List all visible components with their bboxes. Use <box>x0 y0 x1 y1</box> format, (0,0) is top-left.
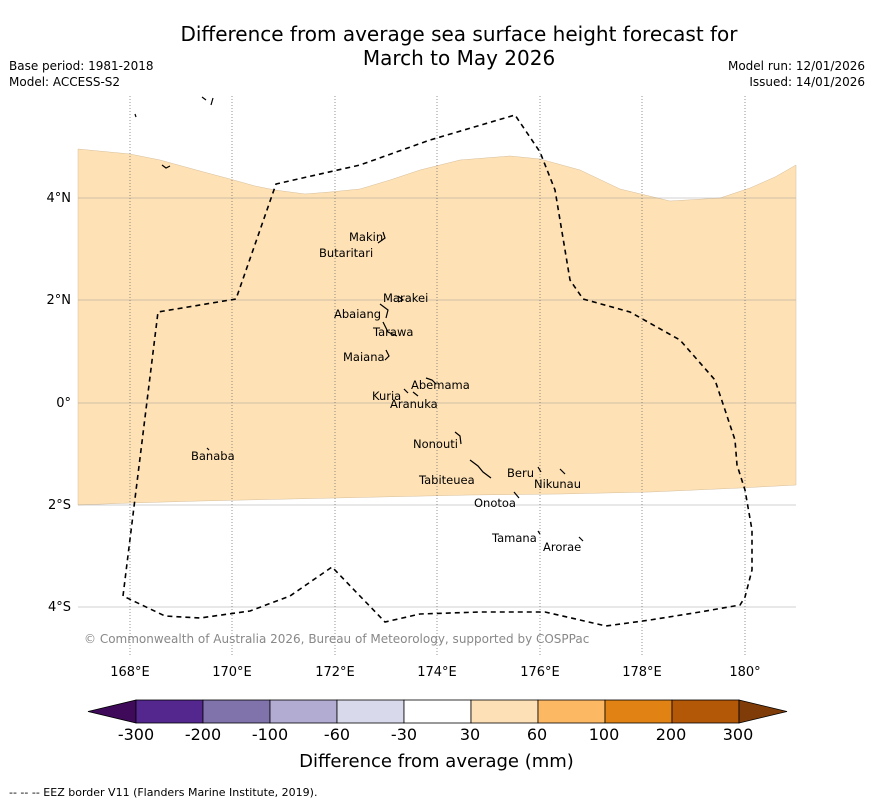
base-period: Base period: 1981-2018 <box>9 59 154 73</box>
island-label-tarawa: Tarawa <box>373 325 414 339</box>
lon-label-176e: 176°E <box>520 665 560 680</box>
lat-label-4s: 4°S <box>47 600 71 615</box>
island-makin-outline <box>377 231 386 244</box>
colorbar-arrow-low <box>87 699 137 724</box>
metadata-left: Base period: 1981-2018 Model: ACCESS-S2 <box>9 58 154 90</box>
island-label-tabiteuea: Tabiteuea <box>419 473 475 487</box>
colorbar-segment <box>537 699 606 724</box>
colorbar-tick-label: -60 <box>323 725 351 744</box>
island-label-marakei: Marakei <box>383 291 429 305</box>
model-run: Model run: 12/01/2026 <box>727 59 865 73</box>
island-label-nonouti: Nonouti <box>413 437 458 451</box>
metadata-right: Model run: 12/01/2026 Issued: 14/01/2026 <box>728 58 865 90</box>
colorbar-title: Difference from average (mm) <box>299 751 574 772</box>
island-label-butaritari: Butaritari <box>319 246 374 260</box>
island-label-banaba: Banaba <box>191 449 235 463</box>
colorbar-segment <box>671 699 740 724</box>
chart-title: Difference from average sea surface heig… <box>0 22 873 70</box>
colorbar-tick-label: 100 <box>588 725 620 744</box>
lon-label-172e: 172°E <box>315 665 355 680</box>
lon-label-170e: 170°E <box>212 665 252 680</box>
island-abemama-outline <box>425 377 437 385</box>
lat-label-2n: 2°N <box>46 293 72 308</box>
longitude-gridlines <box>129 96 746 655</box>
island-north-outline-1 <box>201 96 214 106</box>
island-label-abaiang: Abaiang <box>334 307 382 321</box>
colorbar-tick-label: 300 <box>722 725 754 744</box>
island-label-nikunau: Nikunau <box>534 477 582 491</box>
colorbar-segment <box>604 699 673 724</box>
colorbar-tick-label: -200 <box>184 725 222 744</box>
island-label-maiana: Maiana <box>343 350 385 364</box>
lon-label-168e: 168°E <box>110 665 150 680</box>
title-line-2: March to May 2026 <box>362 46 556 70</box>
island-onotoa-outline <box>513 491 520 499</box>
island-kuria-outline <box>403 388 409 394</box>
lon-label-174e: 174°E <box>417 665 457 680</box>
colorbar-segment <box>269 699 338 724</box>
colorbar-arrow-high <box>738 699 788 724</box>
colorbar-tick-label: 30 <box>459 725 481 744</box>
island-label-makin: Makin <box>349 230 384 244</box>
island-tamana-outline <box>537 530 541 535</box>
colorbar-tick-label: 60 <box>526 725 548 744</box>
eez-border-legend: -- -- -- EEZ border V11 (Flanders Marine… <box>9 786 318 799</box>
lat-label-2s: 2°S <box>47 498 71 513</box>
colorbar-segment <box>202 699 271 724</box>
model-name: Model: ACCESS-S2 <box>9 75 121 89</box>
island-label-onotoa: Onotoa <box>474 496 516 510</box>
eez-border <box>122 114 753 627</box>
colorbar-segment <box>135 699 204 724</box>
island-aranuka-outline <box>412 391 419 397</box>
island-nikunau-outline <box>559 468 566 475</box>
island-label-beru: Beru <box>507 466 534 480</box>
island-north-outline-3 <box>161 164 171 169</box>
island-marakei-outline <box>397 295 405 303</box>
island-nonouti-outline <box>454 431 462 445</box>
copyright-notice: © Commonwealth of Australia 2026, Bureau… <box>84 632 590 646</box>
island-tabiteuea-outline <box>469 459 492 479</box>
colorbar-tick-label: -100 <box>251 725 289 744</box>
island-outlines <box>134 96 584 542</box>
island-label-kuria: Kuria <box>372 389 402 403</box>
colorbar-segment <box>470 699 539 724</box>
island-arorae-outline <box>578 536 584 542</box>
island-label-abemama: Abemama <box>411 378 470 392</box>
island-north-outline-2 <box>134 113 137 118</box>
island-tarawa-outline <box>382 321 398 337</box>
colorbar-segment <box>336 699 405 724</box>
lon-label-180: 180° <box>729 665 761 680</box>
island-label-arorae: Arorae <box>543 540 582 554</box>
lat-label-4n: 4°N <box>46 191 72 206</box>
island-maiana-outline <box>384 349 390 361</box>
lon-label-178e: 178°E <box>622 665 662 680</box>
colorbar-tick-label: -30 <box>390 725 418 744</box>
colorbar-segment <box>403 699 472 724</box>
title-line-1: Difference from average sea surface heig… <box>180 22 738 46</box>
colorbar <box>87 699 788 724</box>
issued-date: Issued: 14/01/2026 <box>749 75 865 89</box>
island-abaiang-outline <box>379 303 389 319</box>
island-label-aranuka: Aranuka <box>390 397 438 411</box>
island-banaba-outline <box>206 447 210 451</box>
colorbar-tick-label: -300 <box>117 725 155 744</box>
island-beru-outline <box>537 466 542 473</box>
lat-label-0: 0° <box>56 396 71 411</box>
colorbar-tick-label: 200 <box>655 725 687 744</box>
island-label-tamana: Tamana <box>492 531 537 545</box>
